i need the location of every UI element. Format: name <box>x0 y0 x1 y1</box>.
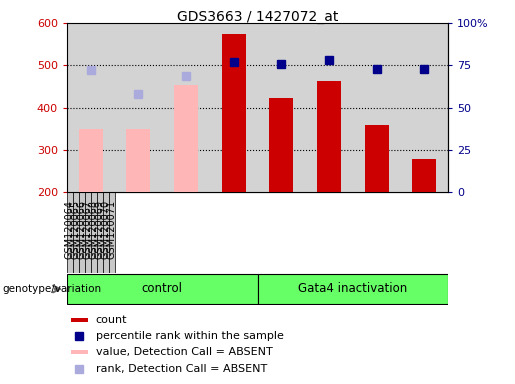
Bar <box>365 125 388 192</box>
Bar <box>413 159 436 192</box>
Bar <box>258 274 448 304</box>
Bar <box>67 274 258 304</box>
Bar <box>79 129 102 192</box>
Text: GDS3663 / 1427072_at: GDS3663 / 1427072_at <box>177 10 338 23</box>
Text: Gata4 inactivation: Gata4 inactivation <box>298 282 407 295</box>
Text: genotype/variation: genotype/variation <box>3 284 101 294</box>
Bar <box>102 192 109 273</box>
Bar <box>97 192 102 273</box>
Bar <box>127 129 150 192</box>
Text: GSM120068: GSM120068 <box>89 200 99 259</box>
Text: control: control <box>142 282 183 295</box>
Bar <box>71 351 88 354</box>
Text: rank, Detection Call = ABSENT: rank, Detection Call = ABSENT <box>96 364 267 374</box>
Text: GSM120071: GSM120071 <box>107 200 116 259</box>
Bar <box>222 34 246 192</box>
Bar <box>67 192 73 273</box>
Bar <box>73 192 79 273</box>
Text: GSM120069: GSM120069 <box>95 200 105 259</box>
Bar <box>85 192 91 273</box>
Text: value, Detection Call = ABSENT: value, Detection Call = ABSENT <box>96 348 272 358</box>
Text: GSM120065: GSM120065 <box>71 200 81 259</box>
Bar <box>91 192 97 273</box>
Bar <box>71 318 88 322</box>
Bar <box>269 98 293 192</box>
Text: GSM120070: GSM120070 <box>100 200 111 259</box>
Text: GSM120066: GSM120066 <box>77 200 87 259</box>
Bar <box>79 192 85 273</box>
Text: percentile rank within the sample: percentile rank within the sample <box>96 331 283 341</box>
Bar <box>174 85 198 192</box>
Text: GSM120064: GSM120064 <box>65 200 75 259</box>
Text: GSM120067: GSM120067 <box>83 200 93 259</box>
Text: count: count <box>96 315 127 325</box>
Bar <box>109 192 114 273</box>
Bar <box>317 81 341 192</box>
